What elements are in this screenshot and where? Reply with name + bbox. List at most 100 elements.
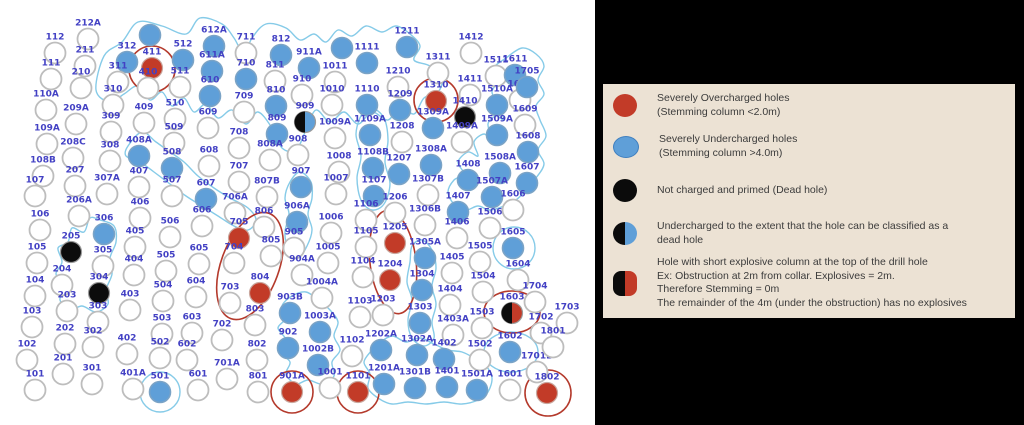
hole-label-208C: 208C [60,138,86,148]
hole-label-1704: 1704 [522,282,547,292]
hole-label-1611: 1611 [502,55,527,65]
hole-label-304: 304 [90,273,109,283]
hole-102 [15,348,39,372]
hole-label-511: 511 [171,67,190,77]
legend-line: (Stemming column >4.0m) [659,146,783,159]
hole-label-1305A: 1305A [409,238,441,248]
hole-label-909: 909 [296,102,315,112]
hole-1408 [456,168,480,192]
hole-504 [151,289,175,313]
hole-label-206A: 206A [66,196,92,206]
hole-705 [227,226,251,250]
hole-label-810: 810 [267,86,286,96]
hole-1504 [471,280,495,304]
hole-505 [154,259,178,283]
hole-605 [187,252,211,276]
hole-310 [101,93,125,117]
hole-1407 [446,200,470,224]
hole-409 [132,111,156,135]
hole-label-512: 512 [174,40,193,50]
hole-1005 [316,251,340,275]
hole-1508A [488,161,512,185]
hole-label-509: 509 [165,123,184,133]
hole-label-101: 101 [26,370,45,380]
hole-1209 [388,98,412,122]
hole-506 [158,225,182,249]
hole-label-507: 507 [163,176,182,186]
hole-1210 [386,75,410,99]
hole-205 [59,240,83,264]
hole-1006 [319,221,343,245]
legend-item-text: Not charged and primed (Dead hole) [657,184,827,198]
hole-label-1410: 1410 [452,97,477,107]
hole-label-212A: 212A [75,19,101,29]
hole-302 [81,335,105,359]
hole-1406 [445,226,469,250]
hole-label-811: 811 [266,61,285,71]
hole-308 [98,149,122,173]
hole-label-302: 302 [84,327,103,337]
hole-106 [28,218,52,242]
hole-label-708: 708 [230,128,249,138]
hole-label-1010: 1010 [319,85,344,95]
hole-label-705: 705 [230,218,249,228]
hole-label-1308A: 1308A [415,145,447,155]
hole-1705 [515,75,539,99]
hole-1606 [501,198,525,222]
hole-1511 [484,64,508,88]
hole-307A [95,182,119,206]
hole-604 [184,285,208,309]
hole-label-611A: 611A [199,51,225,61]
hole-108B [31,164,55,188]
hole-label-907: 907 [292,167,311,177]
hole-label-309: 309 [102,112,121,122]
legend-line: Hole with short explosive column at the … [657,256,928,268]
hole-807B [255,185,279,209]
hole-1310 [424,89,448,113]
hole-label-905: 905 [285,228,304,238]
hole-1503 [470,316,494,340]
hole-label-1104: 1104 [350,257,375,267]
hole-label-1409A: 1409A [446,122,478,132]
hole-707 [227,170,251,194]
hole-709 [232,100,256,124]
hole-1110 [355,93,379,117]
legend-item-text: Hole with short explosive column at the … [657,256,967,310]
hole-1202A [369,338,393,362]
hole-label-1508A: 1508A [484,153,516,163]
hole-label-211: 211 [76,46,95,56]
hole-label-605: 605 [190,244,209,254]
hole-1206 [383,201,407,225]
hole-105 [25,251,49,275]
hole-label-112: 112 [46,33,65,43]
hole-label-1202A: 1202A [365,330,397,340]
hole-201 [51,362,75,386]
hole-label-910: 910 [293,75,312,85]
hole-label-702: 702 [213,320,232,330]
hole-502 [148,346,172,370]
hole-label-1509A: 1509A [481,115,513,125]
hole-label-104: 104 [26,276,45,286]
hole-1004A [310,286,334,310]
hole-label-1201A: 1201A [368,364,400,374]
hole-label-1705: 1705 [514,67,539,77]
hole-1305A [413,246,437,270]
hole-1506 [478,216,502,240]
hole-1411 [458,83,482,107]
hole-1307B [416,183,440,207]
hole-label-306: 306 [95,214,114,224]
hole-label-1701B: 1701B [521,352,553,362]
red-highlight-ring [215,211,285,321]
contour-zone-outline [277,291,341,385]
hole-403 [118,298,142,322]
legend-line: Therefore Stemming = 0m [657,283,780,295]
hole-label-807B: 807B [254,177,280,187]
hole-1003A [308,320,332,344]
hole-1410 [453,105,477,129]
hole-901A [280,380,304,404]
hole-1401 [435,375,459,399]
hole-512 [171,48,195,72]
hole-label-1204: 1204 [377,260,402,270]
hole-label-111: 111 [42,59,61,69]
hole-label-1703: 1703 [554,303,579,313]
